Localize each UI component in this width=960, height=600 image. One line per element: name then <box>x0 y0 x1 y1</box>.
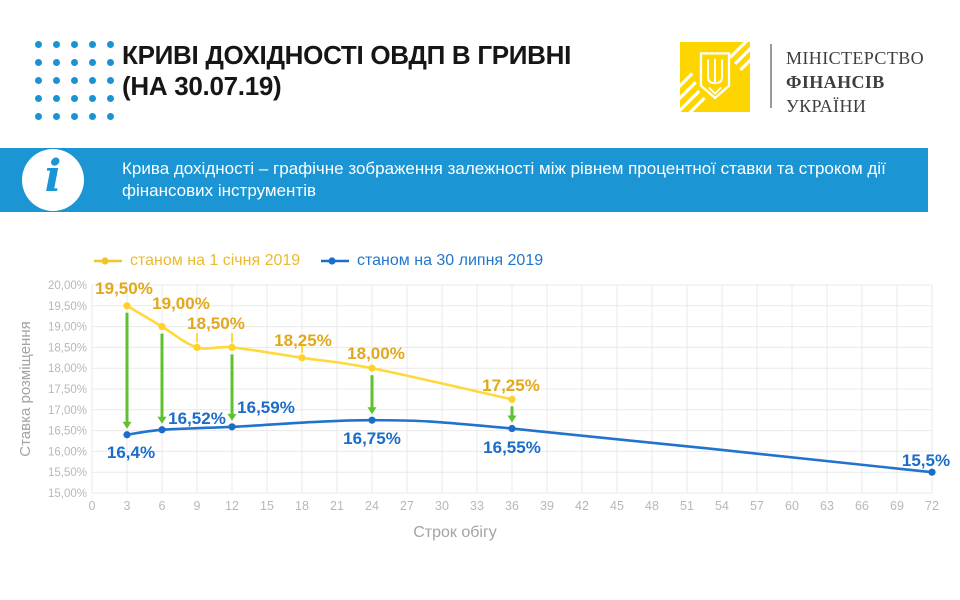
dots-decoration <box>29 35 120 126</box>
svg-text:17,50%: 17,50% <box>48 384 87 396</box>
trident-icon <box>670 36 762 121</box>
ministry-line3: УКРАЇНИ <box>786 96 867 116</box>
svg-text:15,5%: 15,5% <box>902 451 950 470</box>
legend-item-jan-2019: станом на 1 січня 2019 <box>93 251 300 271</box>
dot <box>52 40 60 48</box>
dot <box>107 76 115 84</box>
legend-label-jul-2019: станом на 30 липня 2019 <box>357 252 544 269</box>
svg-text:12: 12 <box>225 499 239 513</box>
svg-text:18,50%: 18,50% <box>48 342 87 354</box>
ministry-line2: ФІНАНСІВ <box>786 72 885 92</box>
dot <box>70 58 78 66</box>
dot <box>89 113 97 121</box>
ministry-coat-of-arms-logo <box>670 36 762 121</box>
svg-text:60: 60 <box>785 499 799 513</box>
svg-text:Ставка розміщення: Ставка розміщення <box>17 321 34 457</box>
svg-text:19,00%: 19,00% <box>152 294 210 313</box>
svg-text:16,4%: 16,4% <box>107 443 155 462</box>
svg-text:18: 18 <box>295 499 309 513</box>
svg-text:33: 33 <box>470 499 484 513</box>
dot <box>52 76 60 84</box>
dot <box>34 113 42 121</box>
svg-text:72: 72 <box>925 499 939 513</box>
svg-text:16,59%: 16,59% <box>237 398 295 417</box>
svg-text:16,55%: 16,55% <box>483 438 541 457</box>
svg-text:39: 39 <box>540 499 554 513</box>
dot <box>34 58 42 66</box>
ministry-line1: МІНІСТЕРСТВО <box>786 48 925 68</box>
svg-text:63: 63 <box>820 499 834 513</box>
legend-label-jan-2019: станом на 1 січня 2019 <box>130 252 301 269</box>
dot <box>34 40 42 48</box>
dot <box>107 58 115 66</box>
svg-text:3: 3 <box>124 499 131 513</box>
info-icon-glyph: i <box>44 151 62 202</box>
info-banner <box>0 148 928 212</box>
svg-text:21: 21 <box>330 499 344 513</box>
svg-text:42: 42 <box>575 499 589 513</box>
svg-text:6: 6 <box>159 499 166 513</box>
svg-text:36: 36 <box>505 499 519 513</box>
legend-marker-yellow <box>94 257 122 265</box>
svg-text:54: 54 <box>715 499 729 513</box>
svg-text:15: 15 <box>260 499 274 513</box>
svg-text:9: 9 <box>194 499 201 513</box>
dot <box>107 95 115 103</box>
dot <box>70 95 78 103</box>
dot <box>34 95 42 103</box>
svg-text:30: 30 <box>435 499 449 513</box>
svg-text:48: 48 <box>645 499 659 513</box>
svg-text:17,00%: 17,00% <box>48 405 87 417</box>
dot <box>89 40 97 48</box>
svg-text:66: 66 <box>855 499 869 513</box>
dot <box>107 113 115 121</box>
svg-text:51: 51 <box>680 499 694 513</box>
dot <box>89 76 97 84</box>
info-icon: i <box>22 149 84 211</box>
svg-text:15,50%: 15,50% <box>48 467 87 479</box>
yield-curves-chart: 0 3 6 9 12 15 18 21 24 27 30 33 36 39 42 45 48 51 54 57 60 63… <box>17 279 950 541</box>
dot <box>89 58 97 66</box>
ministry-name: МІНІСТЕРСТВО ФІНАНСІВ УКРАЇНИ <box>786 46 924 118</box>
svg-text:19,50%: 19,50% <box>95 279 153 298</box>
dot <box>52 113 60 121</box>
svg-text:24: 24 <box>365 499 379 513</box>
svg-text:18,50%: 18,50% <box>187 314 245 333</box>
dot <box>70 113 78 121</box>
svg-text:27: 27 <box>400 499 414 513</box>
svg-text:20,00%: 20,00% <box>48 280 87 292</box>
brand-divider <box>770 44 772 108</box>
svg-text:18,00%: 18,00% <box>347 344 405 363</box>
dot <box>34 76 42 84</box>
svg-text:16,75%: 16,75% <box>343 429 401 448</box>
svg-text:57: 57 <box>750 499 764 513</box>
dot <box>52 95 60 103</box>
svg-text:Строк обігу: Строк обігу <box>413 524 497 541</box>
dot <box>52 58 60 66</box>
svg-text:16,52%: 16,52% <box>168 409 226 428</box>
dot <box>70 76 78 84</box>
info-banner-text: Крива дохідності – графічне зображення з… <box>122 159 886 200</box>
svg-text:19,00%: 19,00% <box>48 322 87 334</box>
svg-text:18,00%: 18,00% <box>48 363 87 375</box>
dot <box>70 40 78 48</box>
svg-text:0: 0 <box>89 499 96 513</box>
svg-text:45: 45 <box>610 499 624 513</box>
svg-text:16,50%: 16,50% <box>48 426 87 438</box>
page-title-line1: КРИВІ ДОХІДНОСТІ ОВДП В ГРИВНІ <box>122 40 572 70</box>
svg-text:16,00%: 16,00% <box>48 446 87 458</box>
legend-marker-blue <box>321 257 349 265</box>
page-title: КРИВІ ДОХІДНОСТІ ОВДП В ГРИВНІ (НА 30.07… <box>122 40 571 102</box>
page-title-line2: (НА 30.07.19) <box>122 71 282 101</box>
svg-text:18,25%: 18,25% <box>274 331 332 350</box>
svg-text:69: 69 <box>890 499 904 513</box>
svg-text:17,25%: 17,25% <box>482 376 540 395</box>
dot <box>107 40 115 48</box>
dot <box>89 95 97 103</box>
svg-text:15,00%: 15,00% <box>48 488 87 500</box>
legend-item-jul-2019: станом на 30 липня 2019 <box>320 251 543 271</box>
svg-text:19,50%: 19,50% <box>48 301 87 313</box>
